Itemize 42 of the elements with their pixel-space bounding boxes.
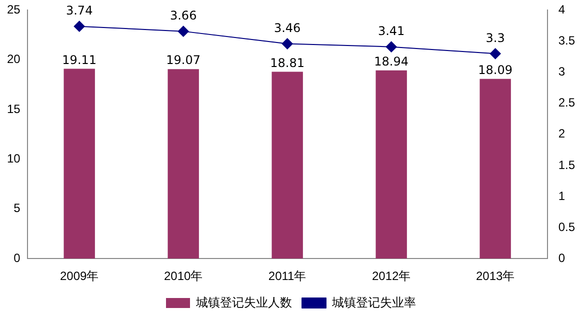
y2-tick-label: 2.5 <box>558 96 576 110</box>
x-tick-label: 2013年 <box>476 269 515 284</box>
data-label: 18.09 <box>478 62 512 77</box>
y2-tick-label: 1 <box>558 188 566 203</box>
y2-tick-label: 2 <box>558 126 566 141</box>
y-tick-label: 0 <box>14 250 21 265</box>
point <box>178 26 189 37</box>
data-label: 3.74 <box>66 3 93 18</box>
y-tick-label: 5 <box>14 201 21 216</box>
y2-tick-label: 1.5 <box>558 158 576 172</box>
point <box>490 48 501 60</box>
data-label: 18.81 <box>270 56 305 70</box>
y-tick-label: 10 <box>6 152 21 166</box>
y-tick-label: 25 <box>6 2 21 17</box>
bar <box>64 68 95 259</box>
y-tick-label: 15 <box>6 102 21 116</box>
data-label: 18.94 <box>374 54 409 69</box>
data-label: 3.41 <box>378 24 405 38</box>
data-label: 3.46 <box>274 20 301 35</box>
y2-tick-label: 3.5 <box>558 34 576 48</box>
point <box>74 20 85 32</box>
bar <box>272 72 303 259</box>
x-tick-label: 2012年 <box>372 269 411 284</box>
y2-tick-label: 0.5 <box>558 220 576 234</box>
bar <box>376 70 407 259</box>
x-tick-label: 2009年 <box>60 269 99 284</box>
x-tick-label: 2011年 <box>268 269 306 284</box>
bar <box>168 69 199 259</box>
point <box>386 41 397 52</box>
y2-tick-label: 4 <box>558 2 566 17</box>
point <box>282 38 293 50</box>
x-tick-label: 2010年 <box>164 269 203 284</box>
legend-label: 城镇登记失业率 <box>331 295 416 310</box>
y2-tick-label: 0 <box>558 250 566 265</box>
legend-label: 城镇登记失业人数 <box>195 295 292 310</box>
y2-tick-label: 3 <box>558 64 566 79</box>
data-label: 3.3 <box>486 30 505 45</box>
data-label: 19.07 <box>166 53 201 68</box>
data-label: 3.66 <box>170 8 197 22</box>
data-label: 19.11 <box>62 52 97 67</box>
bar <box>480 78 511 259</box>
y-tick-label: 20 <box>6 52 21 66</box>
